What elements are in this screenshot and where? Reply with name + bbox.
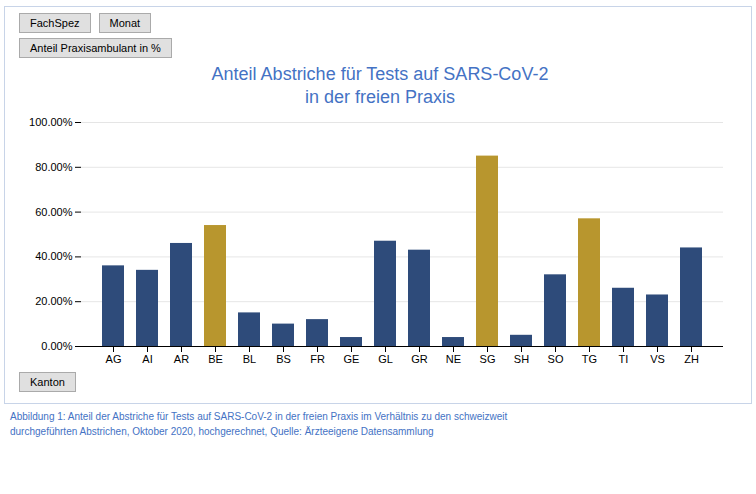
svg-text:ZH: ZH	[684, 353, 699, 365]
svg-text:BE: BE	[208, 353, 223, 365]
svg-text:80.00%: 80.00%	[35, 161, 73, 173]
html-text:Monat: Monat	[109, 17, 141, 29]
html-text:FachSpez: FachSpez	[30, 17, 80, 29]
svg-text:100.00%: 100.00%	[29, 116, 73, 128]
svg-text:GE: GE	[344, 353, 360, 365]
svg-text:60.00%: 60.00%	[35, 206, 73, 218]
svg-text:SG: SG	[480, 353, 496, 365]
svg-text:FR: FR	[310, 353, 325, 365]
svg-text:40.00%: 40.00%	[35, 250, 73, 262]
svg-text:SH: SH	[514, 353, 529, 365]
html-text:Anteil Abstriche für Tests auf: Anteil Abstriche für Tests auf SARS-CoV-…	[211, 64, 549, 107]
svg-text:TI: TI	[619, 353, 629, 365]
svg-text:BL: BL	[243, 353, 256, 365]
svg-text:AG: AG	[106, 353, 122, 365]
svg-text:VS: VS	[650, 353, 665, 365]
svg-text:GL: GL	[378, 353, 393, 365]
html-text:Abbildung 1: Anteil der Abstri: Abbildung 1: Anteil der Abstriche für Te…	[10, 411, 508, 437]
svg-text:0.00%: 0.00%	[41, 340, 72, 352]
svg-text:AR: AR	[174, 353, 189, 365]
html-text:Anteil Praxisambulant in %: Anteil Praxisambulant in %	[30, 42, 161, 54]
svg-text:SO: SO	[548, 353, 564, 365]
svg-text:GR: GR	[411, 353, 428, 365]
svg-text:20.00%: 20.00%	[35, 295, 73, 307]
svg-text:AI: AI	[142, 353, 152, 365]
svg-text:BS: BS	[276, 353, 291, 365]
svg-text:TG: TG	[582, 353, 597, 365]
svg-text:NE: NE	[446, 353, 461, 365]
html-text:Kanton: Kanton	[30, 376, 65, 388]
